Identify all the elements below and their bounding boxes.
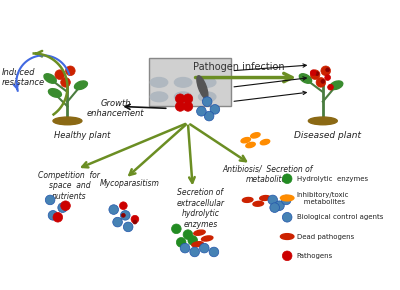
Circle shape <box>281 195 291 205</box>
Circle shape <box>190 247 200 257</box>
Circle shape <box>325 75 330 80</box>
Circle shape <box>270 203 280 213</box>
Ellipse shape <box>202 236 213 241</box>
Circle shape <box>58 203 68 213</box>
Circle shape <box>188 235 198 245</box>
Circle shape <box>310 70 316 76</box>
Text: Dead pathogens: Dead pathogens <box>297 233 354 240</box>
Circle shape <box>180 243 190 253</box>
Circle shape <box>315 72 319 76</box>
Circle shape <box>196 106 206 116</box>
Circle shape <box>321 79 325 83</box>
Text: Pathogens: Pathogens <box>297 253 333 259</box>
Circle shape <box>120 202 127 210</box>
Ellipse shape <box>280 234 294 240</box>
Circle shape <box>183 94 193 104</box>
Circle shape <box>53 213 63 222</box>
Circle shape <box>175 102 185 111</box>
Ellipse shape <box>253 201 264 206</box>
Ellipse shape <box>242 197 253 202</box>
Circle shape <box>282 174 292 184</box>
Text: Inhibitory/toxic
   metabolites: Inhibitory/toxic metabolites <box>297 191 349 204</box>
Ellipse shape <box>150 92 168 102</box>
Circle shape <box>210 104 220 114</box>
Text: Diseased plant: Diseased plant <box>294 130 361 139</box>
Circle shape <box>133 220 137 224</box>
Circle shape <box>175 94 185 104</box>
Text: Antibiosis/  Secretion of
metabolites: Antibiosis/ Secretion of metabolites <box>223 164 313 184</box>
Circle shape <box>310 70 320 79</box>
Circle shape <box>209 247 219 257</box>
Ellipse shape <box>308 117 337 125</box>
Circle shape <box>48 211 58 220</box>
Ellipse shape <box>74 81 88 90</box>
Circle shape <box>282 251 292 261</box>
Circle shape <box>55 70 64 79</box>
Ellipse shape <box>260 139 270 145</box>
Text: Healthy plant: Healthy plant <box>54 130 110 139</box>
Circle shape <box>200 243 209 253</box>
Circle shape <box>202 97 212 106</box>
Circle shape <box>131 215 139 223</box>
Circle shape <box>66 66 75 76</box>
Circle shape <box>109 205 118 214</box>
Ellipse shape <box>246 142 255 148</box>
Circle shape <box>326 68 330 72</box>
Circle shape <box>204 111 214 121</box>
Circle shape <box>275 201 284 211</box>
Ellipse shape <box>280 195 294 201</box>
Circle shape <box>328 84 334 90</box>
Text: Growth
enhancement: Growth enhancement <box>87 99 144 118</box>
Circle shape <box>45 195 55 205</box>
Circle shape <box>113 217 122 227</box>
Circle shape <box>183 102 193 111</box>
Ellipse shape <box>198 92 216 102</box>
Text: Induced
resistance: Induced resistance <box>2 68 45 87</box>
FancyBboxPatch shape <box>149 58 231 106</box>
Circle shape <box>61 201 70 211</box>
Text: Pathogen infection: Pathogen infection <box>193 62 285 72</box>
Ellipse shape <box>330 81 343 90</box>
Circle shape <box>183 230 193 240</box>
Text: Biological control agents: Biological control agents <box>297 214 383 220</box>
Circle shape <box>120 211 130 220</box>
Text: Hydrolytic  enzymes: Hydrolytic enzymes <box>297 176 368 182</box>
Ellipse shape <box>44 74 56 83</box>
Ellipse shape <box>174 92 192 102</box>
Ellipse shape <box>241 137 250 143</box>
Ellipse shape <box>260 195 270 200</box>
Ellipse shape <box>299 74 312 83</box>
Circle shape <box>268 195 278 205</box>
Ellipse shape <box>53 117 82 125</box>
Ellipse shape <box>174 77 192 87</box>
Circle shape <box>172 224 181 234</box>
Ellipse shape <box>48 89 62 97</box>
Circle shape <box>176 238 186 247</box>
Ellipse shape <box>150 77 168 87</box>
Ellipse shape <box>198 77 216 87</box>
Circle shape <box>61 77 70 87</box>
Text: Mycoparasitism: Mycoparasitism <box>100 179 160 188</box>
Text: Competition  for
space  and
nutrients: Competition for space and nutrients <box>38 171 100 201</box>
Text: Secretion of
extracellular
hydrolytic
enzymes: Secretion of extracellular hydrolytic en… <box>176 188 224 229</box>
Ellipse shape <box>194 230 205 235</box>
Circle shape <box>123 222 133 232</box>
Circle shape <box>316 77 326 87</box>
Ellipse shape <box>251 133 260 138</box>
Ellipse shape <box>197 76 208 99</box>
Circle shape <box>282 213 292 222</box>
Circle shape <box>122 213 125 217</box>
Ellipse shape <box>192 242 203 247</box>
Circle shape <box>321 66 330 76</box>
